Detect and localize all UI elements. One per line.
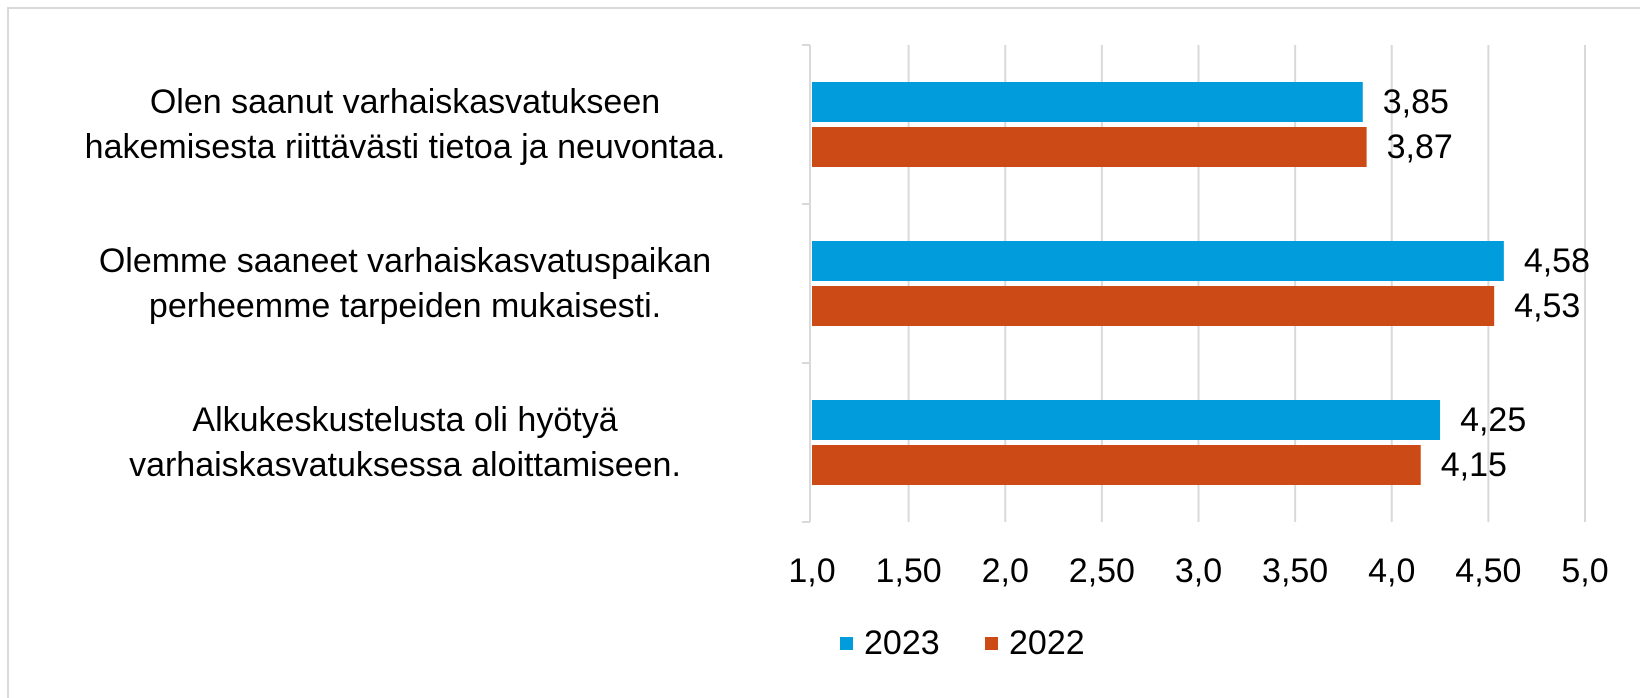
data-label: 4,15	[1441, 446, 1507, 484]
y-tick-label: Alkukeskustelusta oli hyötyä varhaiskasv…	[129, 400, 681, 484]
legend-label: 2022	[1009, 624, 1085, 662]
data-label: 4,25	[1460, 401, 1526, 439]
data-label: 4,53	[1514, 287, 1580, 325]
legend-label: 2023	[864, 624, 940, 662]
chart-border	[7, 7, 1640, 698]
bar	[812, 400, 1441, 440]
bar	[812, 241, 1504, 281]
y-tick-label: Olen saanut varhaiskasvatukseen hakemise…	[84, 82, 726, 166]
x-tick-label: 4,0	[1368, 552, 1415, 590]
bar	[812, 127, 1367, 167]
legend-swatch	[985, 637, 998, 650]
data-label: 3,87	[1387, 128, 1453, 166]
data-label: 3,85	[1383, 83, 1449, 121]
bar	[812, 445, 1421, 485]
x-tick-label: 1,0	[788, 552, 835, 590]
x-tick-label: 1,50	[876, 552, 942, 590]
x-tick-label: 3,0	[1175, 552, 1222, 590]
legend-swatch	[840, 637, 853, 650]
bar	[812, 82, 1363, 122]
x-tick-label: 5,0	[1561, 552, 1608, 590]
x-tick-label: 3,50	[1262, 552, 1328, 590]
data-label: 4,58	[1524, 242, 1590, 280]
x-tick-label: 2,50	[1069, 552, 1135, 590]
x-tick-label: 2,0	[982, 552, 1029, 590]
bar	[812, 286, 1495, 326]
x-tick-label: 4,50	[1455, 552, 1521, 590]
y-tick-label: Olemme saaneet varhaiskasvatuspaikan per…	[98, 241, 712, 325]
